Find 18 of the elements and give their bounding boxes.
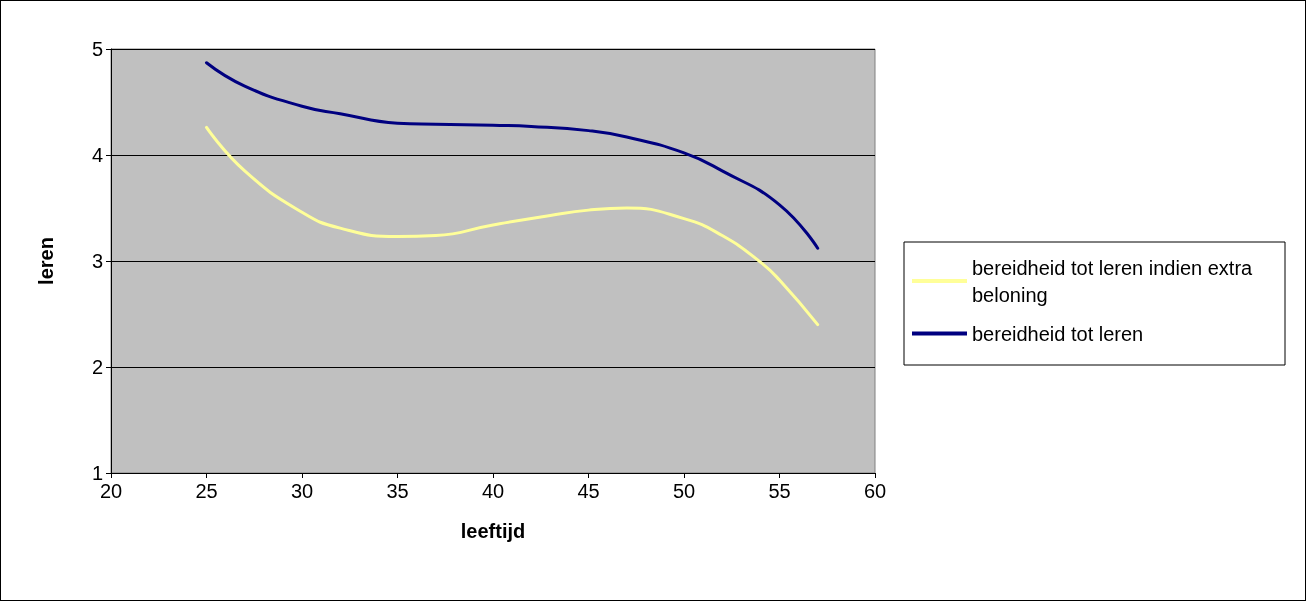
y-tick-label: 5 <box>91 38 103 60</box>
legend-label: bereidheid tot leren <box>972 322 1144 345</box>
y-tick-label: 2 <box>91 356 103 378</box>
x-tick-label: 25 <box>195 480 218 502</box>
x-tick-label: 35 <box>386 480 409 502</box>
y-tick-label: 4 <box>91 144 103 166</box>
x-tick-label: 30 <box>290 480 314 502</box>
x-tick-label: 45 <box>577 480 600 502</box>
y-tick-label: 3 <box>91 250 103 272</box>
x-tick-label: 55 <box>768 480 791 502</box>
x-tick-label: 40 <box>481 480 505 502</box>
y-axis-title: leren <box>35 237 57 285</box>
x-tick-label: 50 <box>672 480 696 502</box>
x-tick-label: 60 <box>863 480 887 502</box>
line-series <box>205 61 820 250</box>
x-axis-title: leeftijd <box>460 520 526 542</box>
legend-label: bereidheid tot leren indien extra beloning <box>972 256 1258 306</box>
line-series <box>205 125 820 327</box>
